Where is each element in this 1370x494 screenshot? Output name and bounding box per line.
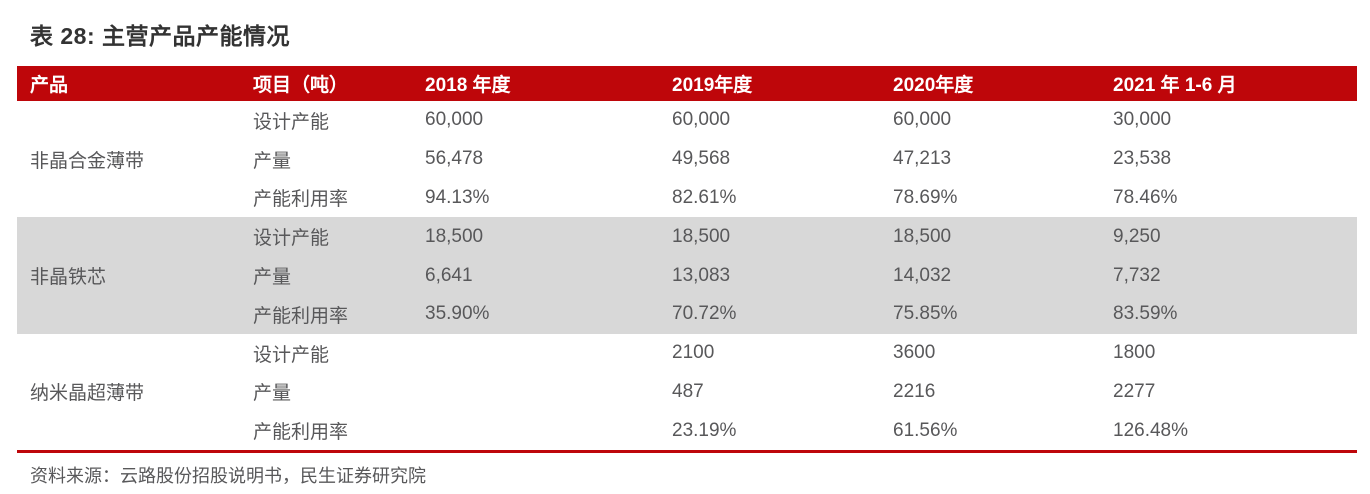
metric-cell: 产量 xyxy=(253,383,292,405)
value-cell xyxy=(425,334,672,373)
value-cell: 126.48% xyxy=(1113,419,1189,441)
column-header-2019: 2019年度 xyxy=(672,75,753,96)
value-cell: 70.72% xyxy=(672,294,893,334)
metric-cell: 产量 xyxy=(253,256,425,295)
capacity-table: 产品 项目（吨） 2018 年度 2019年度 2020年度 2021 年 1-… xyxy=(17,66,1357,450)
value-cell: 60,000 xyxy=(425,109,484,131)
table-row: 产量 6,641 13,083 14,032 7,732 xyxy=(17,256,1357,295)
bottom-divider-line xyxy=(17,450,1357,453)
table-row: 产能利用率 23.19% 61.56% 126.48% xyxy=(17,411,1357,450)
value-cell: 3600 xyxy=(893,342,936,364)
value-cell xyxy=(425,373,672,412)
value-cell: 1800 xyxy=(1113,342,1156,364)
column-header-metric: 项目（吨） xyxy=(253,75,349,96)
value-cell: 18,500 xyxy=(672,217,893,257)
table-title: 表 28: 主营产品产能情况 xyxy=(30,23,291,49)
value-cell: 47,213 xyxy=(893,148,952,170)
value-cell: 83.59% xyxy=(1113,294,1357,334)
metric-cell: 产量 xyxy=(253,150,292,172)
value-cell: 94.13% xyxy=(425,186,490,208)
value-cell: 18,500 xyxy=(425,217,672,257)
value-cell: 14,032 xyxy=(893,256,1113,295)
metric-cell: 产能利用率 xyxy=(253,189,349,211)
value-cell: 78.46% xyxy=(1113,186,1178,208)
metric-cell: 设计产能 xyxy=(253,344,330,366)
table-row: 产量 56,478 49,568 47,213 23,538 xyxy=(17,140,1357,179)
column-header-2018: 2018 年度 xyxy=(425,75,511,96)
table-row: 产能利用率 35.90% 70.72% 75.85% 83.59% xyxy=(17,294,1357,334)
metric-cell: 产能利用率 xyxy=(253,294,425,334)
value-cell: 60,000 xyxy=(672,109,731,131)
value-cell: 75.85% xyxy=(893,294,1113,334)
table-row: 非晶铁芯 设计产能 18,500 18,500 18,500 9,250 xyxy=(17,217,1357,334)
value-cell: 18,500 xyxy=(893,217,1113,257)
table-row: 非晶合金薄带 设计产能 60,000 60,000 60,000 30,000 xyxy=(17,101,1357,171)
value-cell: 2277 xyxy=(1113,380,1156,402)
source-note: 资料来源：云路股份招股说明书，民生证券研究院 xyxy=(30,466,426,486)
value-cell: 6,641 xyxy=(425,256,672,295)
value-cell: 61.56% xyxy=(893,419,958,441)
metric-cell: 设计产能 xyxy=(253,111,330,133)
value-cell: 2100 xyxy=(672,342,715,364)
metric-cell: 产能利用率 xyxy=(253,422,349,444)
value-cell: 30,000 xyxy=(1113,109,1172,131)
value-cell: 9,250 xyxy=(1113,217,1357,257)
value-cell: 82.61% xyxy=(672,186,737,208)
value-cell: 23.19% xyxy=(672,419,737,441)
value-cell xyxy=(425,411,672,450)
column-header-product: 产品 xyxy=(30,75,69,96)
table-row: 产量 487 2216 2277 xyxy=(17,373,1357,412)
product-cell: 非晶合金薄带 xyxy=(30,150,145,172)
table-header: 产品 项目（吨） 2018 年度 2019年度 2020年度 2021 年 1-… xyxy=(17,66,1357,101)
metric-cell: 设计产能 xyxy=(253,217,425,257)
value-cell: 2216 xyxy=(893,380,936,402)
product-cell: 非晶铁芯 xyxy=(17,217,253,334)
value-cell: 7,732 xyxy=(1113,256,1357,295)
value-cell: 487 xyxy=(672,380,704,402)
value-cell: 60,000 xyxy=(893,109,952,131)
column-header-2021h1: 2021 年 1-6 月 xyxy=(1113,75,1237,96)
column-header-2020: 2020年度 xyxy=(893,75,974,96)
value-cell: 13,083 xyxy=(672,256,893,295)
table-row: 纳米晶超薄带 设计产能 2100 3600 1800 xyxy=(17,334,1357,404)
value-cell: 23,538 xyxy=(1113,148,1172,170)
value-cell: 49,568 xyxy=(672,148,731,170)
value-cell: 78.69% xyxy=(893,186,958,208)
value-cell: 35.90% xyxy=(425,294,672,334)
product-cell: 纳米晶超薄带 xyxy=(30,383,145,405)
table-row: 产能利用率 94.13% 82.61% 78.69% 78.46% xyxy=(17,179,1357,218)
value-cell: 56,478 xyxy=(425,148,484,170)
header-row: 产品 项目（吨） 2018 年度 2019年度 2020年度 2021 年 1-… xyxy=(17,66,1357,101)
